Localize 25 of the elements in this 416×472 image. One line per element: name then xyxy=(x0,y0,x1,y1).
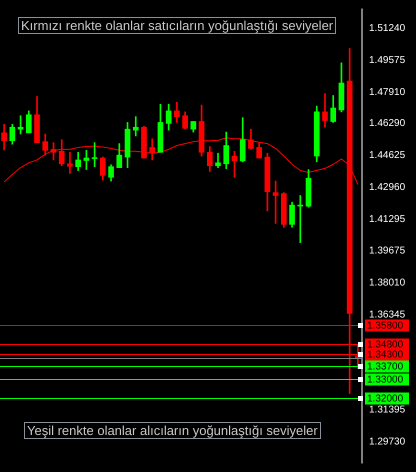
y-tick-label: 1.46290 xyxy=(369,118,406,130)
y-tick-label: 1.47910 xyxy=(369,87,406,98)
y-tick-label: 1.29730 xyxy=(369,436,406,448)
y-tick-label: 1.41295 xyxy=(369,214,406,226)
y-tick-label: 1.42960 xyxy=(369,182,406,194)
y-tick-label: 1.31395 xyxy=(369,404,406,416)
ref-line-label: 1.32000 xyxy=(367,393,404,404)
candlestick xyxy=(215,152,221,168)
ref-line-label: 1.33700 xyxy=(367,361,404,372)
y-tick-label: 1.49575 xyxy=(369,54,406,66)
y-tick-label: 1.36345 xyxy=(369,309,406,320)
candlestick xyxy=(18,115,24,134)
ref-line-label: 1.34800 xyxy=(367,339,404,350)
candlestick xyxy=(232,150,238,178)
y-tick-label: 1.38010 xyxy=(369,277,406,288)
ref-line-label: 1.34300 xyxy=(367,349,404,360)
candlestick xyxy=(50,142,56,160)
annotation: Yeşil renkte olanlar alıcıların yoğunlaştığı seviyeler xyxy=(24,422,321,439)
y-tick-label: 1.39675 xyxy=(369,245,406,256)
annotation: Kırmızı renkte olanlar satıcıların yoğunlaştığı seviyeler xyxy=(18,17,336,34)
candlestick xyxy=(67,152,73,174)
ref-line-label: 1.33000 xyxy=(367,374,404,386)
y-tick-label: 1.44625 xyxy=(369,150,406,162)
ref-line-label: 1.35800 xyxy=(367,320,404,332)
y-tick-label: 1.51240 xyxy=(369,22,406,34)
